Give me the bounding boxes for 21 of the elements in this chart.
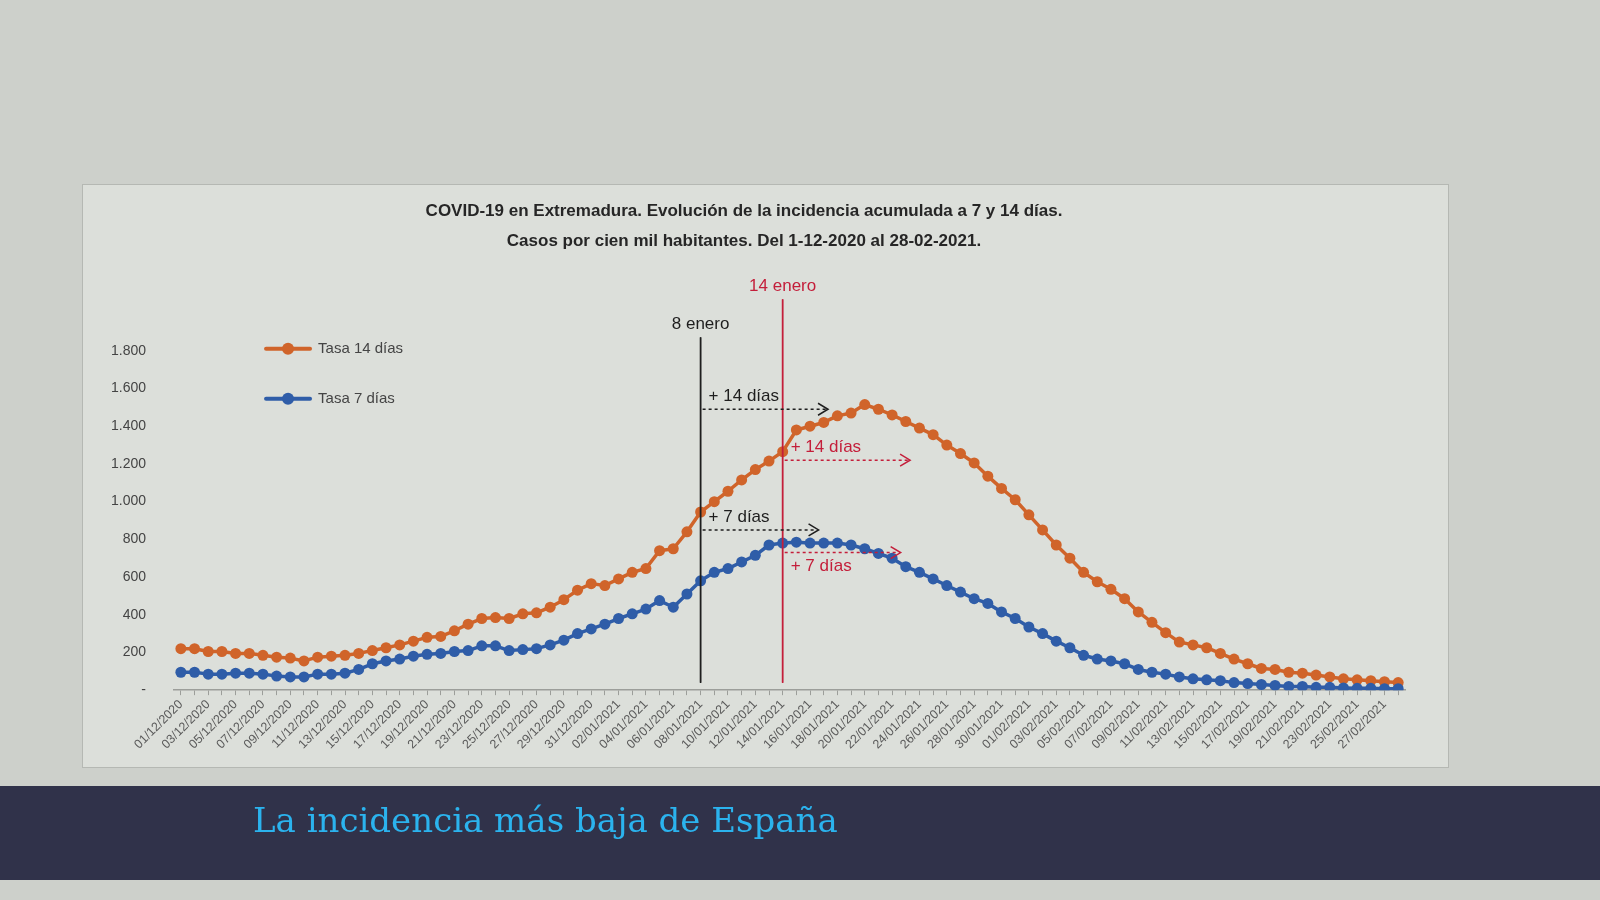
annotation: + 7 días [790, 555, 852, 575]
y-tick-label: 200 [122, 643, 147, 660]
legend-label: Tasa 7 días [318, 388, 395, 406]
text: La incidencia más baja de España [253, 800, 838, 840]
y-tick-label: 800 [122, 530, 147, 547]
y-tick-label: 1.800 [110, 341, 147, 358]
annotation: + 14 días [708, 386, 780, 406]
ref-line-label: 8 enero [671, 314, 730, 334]
y-tick-label: 400 [122, 605, 147, 622]
y-tick-label: 1.200 [110, 454, 147, 471]
y-tick-label: 1.600 [110, 379, 147, 396]
annotation: + 14 días [790, 437, 862, 457]
annotation: + 7 días [708, 507, 770, 527]
legend-label: Tasa 14 días [318, 338, 404, 356]
ref-line-label: 14 enero [749, 276, 817, 296]
y-tick-label: 1.000 [110, 492, 147, 509]
chart-title: COVID-19 en Extremadura. Evolución de la incidencia acumulada a 7 y 14 días. [425, 200, 1063, 220]
chart-subtitle: Casos por cien mil habitantes. Del 1-12-2020 al 28-02-2021. [506, 231, 982, 251]
y-tick-label: 1.400 [110, 417, 147, 434]
y-tick-label: - [141, 681, 147, 698]
y-tick-label: 600 [122, 567, 147, 584]
